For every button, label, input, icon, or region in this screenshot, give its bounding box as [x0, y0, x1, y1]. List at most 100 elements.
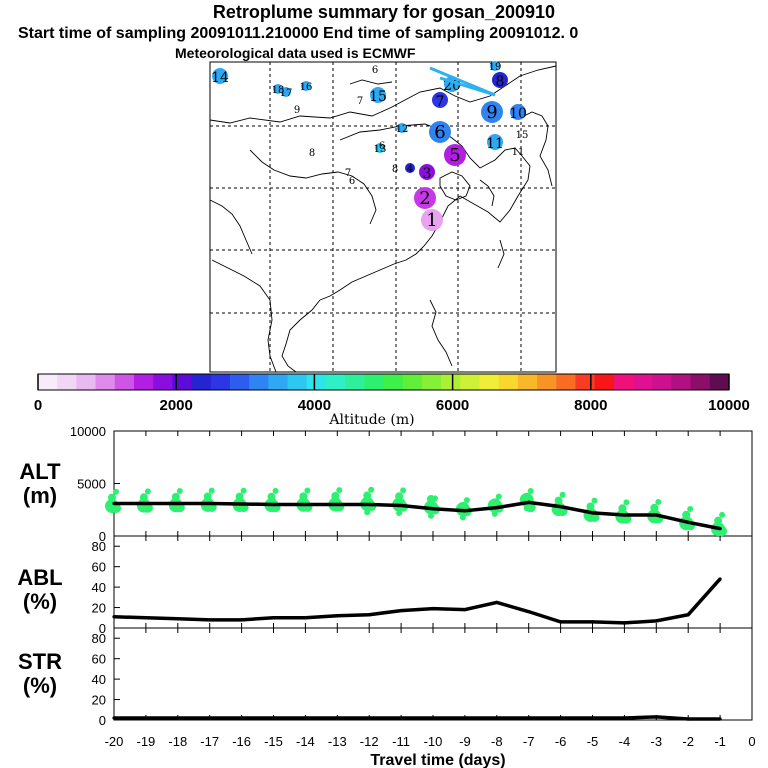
sampling-times: Start time of sampling 20091011.210000 E… [18, 25, 579, 42]
alt-scatter-point [236, 505, 243, 512]
str-data-point [686, 717, 690, 721]
plume-marker-3 [419, 164, 435, 180]
plume-marker-13 [375, 143, 385, 153]
x-tick-label: -9 [459, 734, 471, 749]
plume-minor-label: 8 [309, 148, 315, 159]
str-y-tick-label: 80 [92, 631, 106, 646]
alt-y-tick-label: 0 [99, 529, 106, 544]
colorbar-tick-label: 4000 [298, 397, 331, 414]
plume-marker-2 [414, 187, 436, 209]
str-data-point [527, 716, 531, 720]
alt-scatter-point [113, 488, 119, 495]
alt-data-point [303, 502, 307, 507]
alt-scatter-point [459, 514, 466, 521]
alt-scatter-point [714, 516, 723, 525]
alt-scatter-point [144, 488, 151, 495]
alt-scatter-point [268, 505, 275, 512]
str-y-tick-label: 40 [92, 672, 106, 687]
alt-data-point [367, 502, 371, 507]
abl-data-point [590, 620, 595, 624]
x-tick-label: -2 [682, 734, 694, 749]
colorbar-swatch [133, 374, 154, 390]
colorbar-swatch [441, 374, 461, 390]
plume-marker-11 [487, 134, 503, 150]
colorbar-swatch [709, 374, 730, 390]
str-y-tick-label: 20 [92, 693, 106, 708]
alt-scatter-point [687, 505, 694, 512]
alt-y-tick-label: 5000 [77, 477, 106, 492]
plume-marker-17 [281, 87, 291, 97]
abl-data-point [686, 613, 690, 617]
colorbar-swatch [460, 374, 480, 390]
x-tick-label: -14 [296, 734, 315, 749]
plume-marker-label: 11 [486, 136, 504, 152]
plume-marker-16 [301, 81, 311, 91]
x-tick-label: -4 [619, 734, 631, 749]
plume-spread-lines [429, 66, 496, 97]
abl-data-point [367, 613, 371, 617]
colorbar-swatch [191, 374, 212, 390]
alt-scatter-point [490, 498, 499, 507]
abl-y-tick-label: 20 [92, 601, 106, 616]
x-axis-label: Travel time (days) [370, 752, 505, 768]
str-data-point [431, 716, 435, 720]
alt-scatter-point [171, 492, 180, 501]
plume-marker-label: 9 [486, 102, 497, 123]
alt-series-line [114, 500, 721, 531]
colorbar-swatch [210, 374, 231, 390]
str-label-bottom: (%) [22, 673, 58, 698]
colorbar-swatch [421, 374, 442, 390]
abl-data-point [240, 618, 244, 622]
plume-marker-label: 4 [407, 164, 413, 175]
alt-data-point [590, 511, 595, 515]
abl-y-tick-label: 60 [92, 560, 106, 575]
plume-marker-label: 17 [280, 88, 293, 99]
plume-minor-label: 11 [512, 147, 525, 158]
alt-data-point [431, 507, 435, 511]
alt-scatter-point [618, 504, 627, 513]
x-tick-label: -16 [232, 734, 251, 749]
colorbar-swatch [95, 374, 116, 390]
plume-minor-label: 8 [392, 164, 398, 175]
alt-scatter-point [559, 491, 566, 498]
abl-data-point [718, 577, 722, 581]
plume-marker-label: 13 [374, 144, 387, 155]
colorbar-swatch [76, 374, 97, 390]
colorbar-tick-label: 6000 [436, 397, 469, 414]
str-data-point [144, 716, 148, 720]
alt-scatter-point [235, 492, 244, 501]
alt-scatter-point [491, 510, 498, 517]
str-data-point [112, 716, 116, 720]
x-tick-label: -19 [137, 734, 156, 749]
alt-data-point [559, 505, 563, 509]
alt-scatter-point [336, 487, 343, 494]
colorbar-swatch [652, 374, 672, 390]
alt-scatter-point [683, 523, 690, 530]
colorbar-swatch [537, 374, 557, 390]
alt-scatter-point [139, 493, 148, 502]
colorbar-axis-label: Altitude (m) [328, 412, 414, 428]
alt-scatter-point [523, 505, 530, 512]
alt-data-point [144, 501, 148, 506]
str-data-point [559, 716, 563, 720]
plume-marker-18 [273, 84, 283, 94]
colorbar-tick-label: 10000 [708, 397, 750, 414]
alt-scatter-point [240, 487, 247, 494]
map-grid [210, 62, 556, 372]
x-tick-label: -8 [491, 734, 503, 749]
str-panel-frame [113, 627, 753, 721]
plume-minor-label: 9 [294, 105, 300, 116]
plume-marker-10 [510, 104, 526, 120]
plume-minor-label: 6 [379, 141, 385, 152]
colorbar-swatch [671, 374, 692, 390]
str-data-point [176, 716, 180, 720]
abl-label-bottom: (%) [22, 589, 58, 614]
alt-scatter-point [109, 506, 115, 513]
alt-data-point [527, 500, 531, 504]
alt-label-bottom: (m) [22, 483, 58, 508]
colorbar-swatch [613, 374, 634, 390]
abl-data-point [208, 618, 212, 622]
plume-marker-5 [444, 144, 466, 166]
alt-scatter-point [204, 504, 211, 511]
